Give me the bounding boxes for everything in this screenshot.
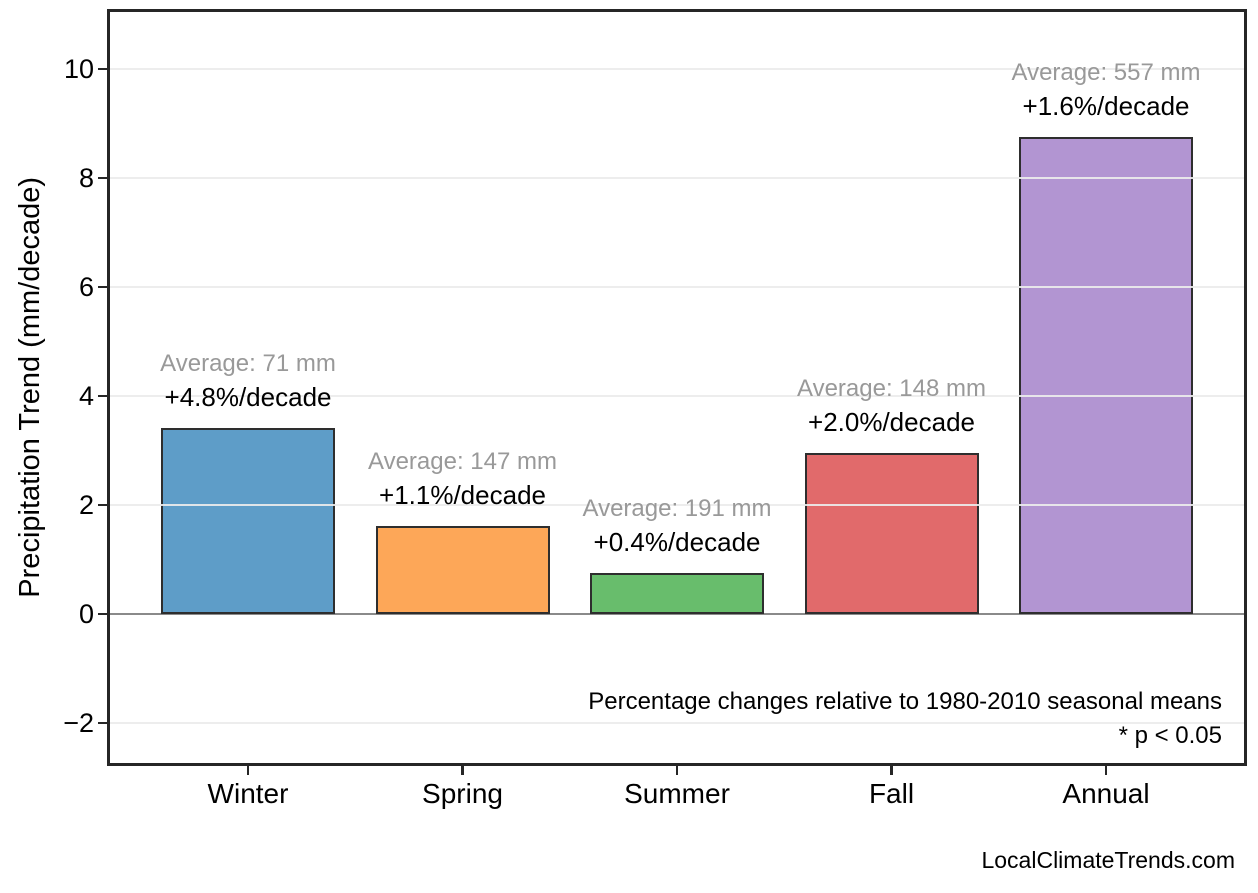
x-tick-label-winter: Winter xyxy=(207,778,289,809)
plot-area: Percentage changes relative to 1980-2010… xyxy=(107,9,1247,766)
x-tick-mark xyxy=(1104,766,1108,775)
y-tick-mark xyxy=(98,67,107,71)
y-tick-label: 2 xyxy=(78,490,94,520)
gridline xyxy=(110,68,1244,70)
y-tick-label: 8 xyxy=(78,163,94,193)
y-tick-mark xyxy=(98,721,107,725)
trend-label-summer: +0.4%/decade xyxy=(593,526,761,557)
gridline xyxy=(110,177,1244,179)
bar-label-annual: Average: 557 mm +1.6%/decade xyxy=(966,57,1246,123)
y-tick-mark xyxy=(98,394,107,398)
bar-fall xyxy=(804,452,979,614)
y-tick-mark xyxy=(98,612,107,616)
y-tick-label: −2 xyxy=(63,708,94,738)
x-tick-label-summer: Summer xyxy=(624,778,730,809)
trend-label-winter: +4.8%/decade xyxy=(164,382,332,413)
trend-label-annual: +1.6%/decade xyxy=(1022,91,1190,122)
x-tick-label-annual: Annual xyxy=(1062,778,1150,809)
x-tick-mark xyxy=(246,766,250,775)
x-tick-mark xyxy=(675,766,679,775)
y-tick-label: 4 xyxy=(78,381,94,411)
bar-annual xyxy=(1019,137,1193,614)
x-tick-label-spring: Spring xyxy=(422,778,503,809)
bar-winter xyxy=(161,428,335,614)
trend-label-fall: +2.0%/decade xyxy=(808,406,975,437)
average-label-summer: Average: 191 mm xyxy=(582,494,772,522)
bar-label-winter: Average: 71 mm +4.8%/decade xyxy=(108,348,388,414)
x-tick-mark xyxy=(461,766,464,775)
bar-spring xyxy=(375,525,550,614)
gridline xyxy=(110,286,1244,288)
zero-line xyxy=(110,613,1244,615)
bar-label-spring: Average: 147 mm +1.1%/decade xyxy=(323,446,603,512)
average-label-annual: Average: 557 mm xyxy=(1011,59,1201,87)
bar-summer xyxy=(590,572,764,614)
x-tick-label-fall: Fall xyxy=(868,778,915,809)
y-tick-label: 0 xyxy=(78,599,94,629)
y-tick-mark xyxy=(98,503,107,507)
bar-label-summer: Average: 191 mm +0.4%/decade xyxy=(537,493,817,559)
y-tick-label: 6 xyxy=(78,272,94,302)
bar-label-fall: Average: 148 mm +2.0%/decade xyxy=(752,373,1032,439)
watermark: LocalClimateTrends.com xyxy=(981,847,1235,873)
y-tick-label: 10 xyxy=(63,54,94,84)
average-label-spring: Average: 147 mm xyxy=(368,447,557,475)
y-tick-mark xyxy=(98,176,107,180)
average-label-winter: Average: 71 mm xyxy=(160,350,336,378)
trend-label-spring: +1.1%/decade xyxy=(379,479,546,510)
footnote-line-2: * p < 0.05 xyxy=(1118,722,1222,749)
x-tick-mark xyxy=(890,766,893,775)
gridline xyxy=(110,395,1244,397)
gridline xyxy=(110,722,1244,724)
average-label-fall: Average: 148 mm xyxy=(797,374,986,402)
y-tick-mark xyxy=(98,285,107,289)
footnote-line-1: Percentage changes relative to 1980-2010… xyxy=(588,688,1222,715)
footnote: Percentage changes relative to 1980-2010… xyxy=(588,685,1222,753)
gridline xyxy=(110,504,1244,506)
